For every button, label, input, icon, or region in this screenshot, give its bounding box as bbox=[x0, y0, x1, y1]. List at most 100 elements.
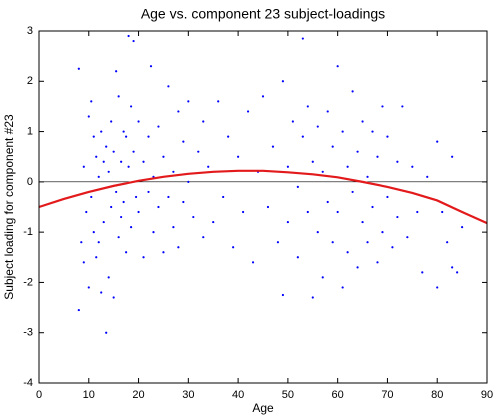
point bbox=[331, 145, 334, 148]
point bbox=[456, 271, 459, 274]
point bbox=[137, 210, 140, 214]
point bbox=[182, 200, 185, 204]
point bbox=[451, 266, 454, 269]
point bbox=[87, 115, 90, 118]
point bbox=[396, 215, 399, 219]
point bbox=[376, 261, 379, 264]
y-tick-label: -3 bbox=[23, 327, 33, 339]
point bbox=[149, 65, 153, 68]
point bbox=[366, 175, 369, 178]
point bbox=[346, 251, 349, 254]
point bbox=[182, 140, 185, 143]
point bbox=[102, 220, 105, 224]
point bbox=[411, 165, 414, 168]
point bbox=[246, 110, 250, 113]
point bbox=[172, 170, 175, 173]
y-tick-label: -4 bbox=[23, 377, 33, 389]
point bbox=[142, 256, 145, 259]
point bbox=[251, 261, 255, 264]
point bbox=[167, 195, 170, 199]
point bbox=[301, 135, 304, 138]
plot-frame bbox=[38, 30, 488, 384]
point bbox=[366, 241, 369, 244]
y-tick-label: 3 bbox=[27, 25, 33, 37]
point bbox=[421, 271, 424, 274]
point bbox=[281, 293, 285, 297]
point bbox=[286, 220, 289, 224]
point bbox=[266, 205, 270, 209]
point bbox=[217, 100, 220, 103]
point bbox=[167, 85, 170, 88]
y-tick-label: 1 bbox=[27, 125, 33, 137]
point bbox=[281, 80, 285, 83]
point bbox=[122, 200, 125, 204]
point bbox=[112, 150, 115, 153]
point bbox=[142, 160, 145, 163]
point bbox=[172, 226, 175, 229]
point bbox=[286, 165, 289, 168]
point bbox=[197, 150, 200, 153]
x-tick-label: 50 bbox=[282, 389, 294, 401]
point bbox=[301, 37, 304, 40]
point bbox=[85, 210, 88, 214]
point bbox=[436, 286, 439, 289]
point bbox=[77, 308, 80, 312]
y-tick-label: 0 bbox=[27, 176, 33, 188]
point bbox=[212, 220, 215, 224]
point bbox=[241, 210, 245, 214]
point bbox=[162, 251, 165, 254]
point bbox=[102, 160, 105, 163]
point bbox=[326, 200, 329, 204]
x-axis-label: Age bbox=[252, 401, 274, 415]
point bbox=[351, 190, 354, 194]
point bbox=[306, 210, 309, 214]
point bbox=[316, 125, 319, 128]
point bbox=[107, 170, 110, 173]
point bbox=[446, 241, 449, 244]
point bbox=[110, 120, 113, 123]
fit-line bbox=[38, 169, 488, 225]
point bbox=[82, 165, 85, 168]
point bbox=[132, 150, 135, 153]
point bbox=[356, 266, 359, 269]
point bbox=[311, 160, 314, 163]
point bbox=[192, 215, 195, 219]
point bbox=[401, 105, 404, 108]
point bbox=[157, 125, 160, 128]
point bbox=[451, 155, 454, 158]
point bbox=[90, 195, 93, 199]
point bbox=[381, 105, 384, 108]
point bbox=[87, 286, 90, 289]
x-tick-label: 10 bbox=[83, 389, 95, 401]
point bbox=[271, 145, 275, 148]
point bbox=[336, 65, 339, 68]
point bbox=[95, 155, 98, 158]
y-axis-label: Subject loading for component #23 bbox=[2, 114, 16, 300]
point bbox=[137, 120, 140, 123]
y-tick-label: -1 bbox=[23, 226, 33, 238]
chart-title: Age vs. component 23 subject-loadings bbox=[141, 6, 385, 22]
point bbox=[261, 95, 265, 98]
point bbox=[351, 90, 354, 93]
x-tick-label: 20 bbox=[132, 389, 144, 401]
point bbox=[406, 236, 409, 239]
point bbox=[361, 220, 364, 224]
point bbox=[227, 135, 230, 138]
x-tick-label: 30 bbox=[182, 389, 194, 401]
point bbox=[117, 236, 120, 239]
point bbox=[152, 231, 155, 234]
point bbox=[316, 231, 319, 234]
point bbox=[202, 120, 205, 123]
point bbox=[371, 130, 374, 133]
point bbox=[376, 155, 379, 158]
point bbox=[391, 246, 394, 249]
point bbox=[125, 251, 128, 254]
point bbox=[326, 110, 329, 113]
point bbox=[381, 231, 384, 234]
point bbox=[187, 100, 190, 103]
point bbox=[129, 226, 133, 229]
point bbox=[129, 105, 133, 108]
x-tick-label: 70 bbox=[381, 389, 393, 401]
point bbox=[110, 205, 113, 209]
